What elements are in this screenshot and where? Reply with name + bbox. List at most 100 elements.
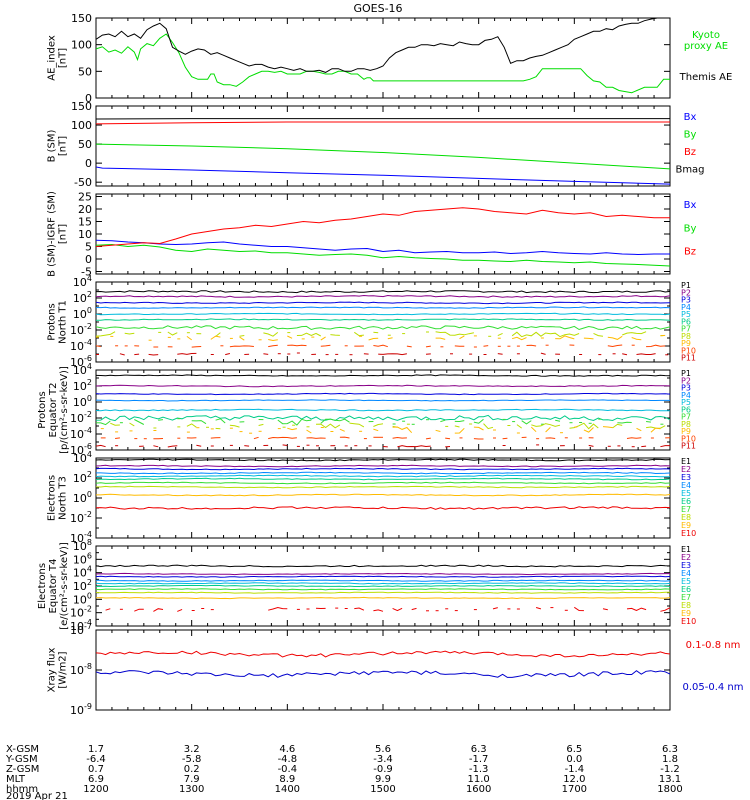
y-axis-label: North T3	[58, 476, 69, 520]
series-line	[134, 419, 145, 425]
x-axis-value: 1700	[562, 784, 587, 795]
y-tick-label: 104	[73, 565, 92, 580]
y-axis-label: Equator T4	[48, 559, 59, 614]
series-line	[277, 418, 312, 426]
series-line	[96, 374, 670, 377]
y-tick-label: 150	[71, 100, 92, 113]
series-line	[96, 408, 670, 412]
series-line	[258, 423, 264, 426]
series-line	[96, 33, 670, 94]
series-line	[497, 353, 503, 355]
series-line	[96, 207, 670, 247]
series-line	[454, 425, 460, 428]
series-line	[96, 166, 670, 185]
y-tick-label: 104	[73, 274, 92, 289]
series-line	[646, 344, 666, 348]
series-line	[320, 344, 331, 347]
x-axis-value: -3.4	[373, 754, 393, 765]
series-line	[96, 399, 670, 402]
series-line	[492, 607, 498, 610]
legend-entry: E3	[681, 561, 691, 570]
series-line	[540, 352, 546, 355]
series-line	[215, 418, 226, 424]
series-line	[602, 426, 613, 429]
series-line	[521, 420, 532, 425]
series-line	[516, 424, 522, 429]
y-tick-label: 100	[73, 394, 92, 409]
series-line	[574, 606, 584, 612]
legend-entry: P3	[681, 384, 691, 393]
legend-entry: E2	[681, 465, 691, 474]
legend-entry: E5	[681, 577, 691, 586]
y-axis-label: [nT]	[58, 224, 69, 244]
series-line	[96, 458, 670, 462]
series-line	[530, 426, 537, 433]
series-line	[339, 428, 345, 432]
x-axis-value: 6.3	[471, 744, 487, 755]
x-axis-value: 0.7	[88, 764, 104, 775]
series-line	[96, 239, 670, 256]
series-line	[96, 392, 670, 396]
y-axis-label: AE_index	[47, 35, 58, 81]
x-axis-value: 4.6	[279, 744, 295, 755]
y-tick-label: 104	[73, 450, 92, 465]
series-line	[392, 426, 413, 434]
legend-entry: proxy AE	[684, 41, 728, 52]
series-line	[526, 344, 537, 347]
series-group	[96, 650, 670, 678]
series-line	[96, 294, 670, 298]
legend-entry: E1	[681, 457, 691, 466]
panel-frame	[95, 629, 671, 711]
series-line	[354, 331, 364, 337]
series-line	[225, 353, 231, 356]
series-line	[96, 670, 670, 678]
series-line	[282, 444, 288, 446]
series-line	[411, 607, 417, 611]
series-group	[96, 374, 670, 448]
legend-entry: E6	[681, 585, 691, 594]
y-tick-label: 20	[78, 203, 92, 216]
panel-6: 10-4 10-2 100 102 104 Electrons North T3 E1E2E3…	[47, 450, 697, 545]
legend-entry: E7	[681, 505, 691, 514]
y-tick-label: 100	[73, 306, 92, 321]
x-axis-row-label: MLT	[6, 774, 26, 785]
x-axis-value: 9.9	[375, 774, 391, 785]
series-line	[96, 143, 670, 170]
series-line	[502, 437, 508, 440]
x-axis-row-label: X-GSM	[6, 744, 39, 755]
y-tick-label: 10-2	[70, 605, 92, 620]
series-line	[641, 445, 647, 448]
y-tick-label: 10-7	[70, 622, 92, 637]
series-line	[96, 331, 116, 337]
legend-entry: P1	[681, 369, 691, 378]
legend-entry: P1	[681, 281, 691, 290]
y-tick-label: 10	[78, 228, 92, 241]
series-group	[96, 18, 670, 94]
series-line	[124, 332, 135, 335]
legend-entry: 0.05-0.4 nm	[682, 682, 743, 693]
legend-entry: P10	[681, 434, 696, 443]
series-line	[583, 427, 594, 433]
figure-title: GOES-16	[353, 2, 402, 15]
x-axis-value: -1.2	[660, 764, 680, 775]
series-line	[612, 423, 623, 429]
x-axis-value: 1800	[657, 784, 682, 795]
series-line	[545, 427, 551, 433]
series-line	[105, 608, 111, 611]
series-line	[425, 345, 431, 348]
series-line	[134, 353, 140, 356]
y-axis-label: [e/(cm²-s-sr-keV)]	[59, 542, 70, 630]
series-line	[96, 591, 670, 594]
y-tick-label: 0	[85, 253, 92, 266]
series-line	[110, 422, 120, 426]
x-axis-value: 5.6	[375, 744, 391, 755]
series-line	[148, 353, 159, 356]
y-axis-label: [p/(cm²-s-sr-keV)]	[59, 366, 70, 454]
y-tick-label: 5	[85, 241, 92, 254]
series-line	[646, 421, 651, 423]
x-axis-table: X-GSM 1.7 3.2 4.6 5.6 6.3 6.5 6.3 Y-GSM -6.4 -5.8 -…	[5, 744, 683, 800]
y-axis-label: Electrons	[47, 475, 58, 521]
series-line	[607, 335, 623, 340]
y-tick-label: 150	[71, 12, 92, 25]
y-tick-label: 106	[73, 551, 92, 566]
